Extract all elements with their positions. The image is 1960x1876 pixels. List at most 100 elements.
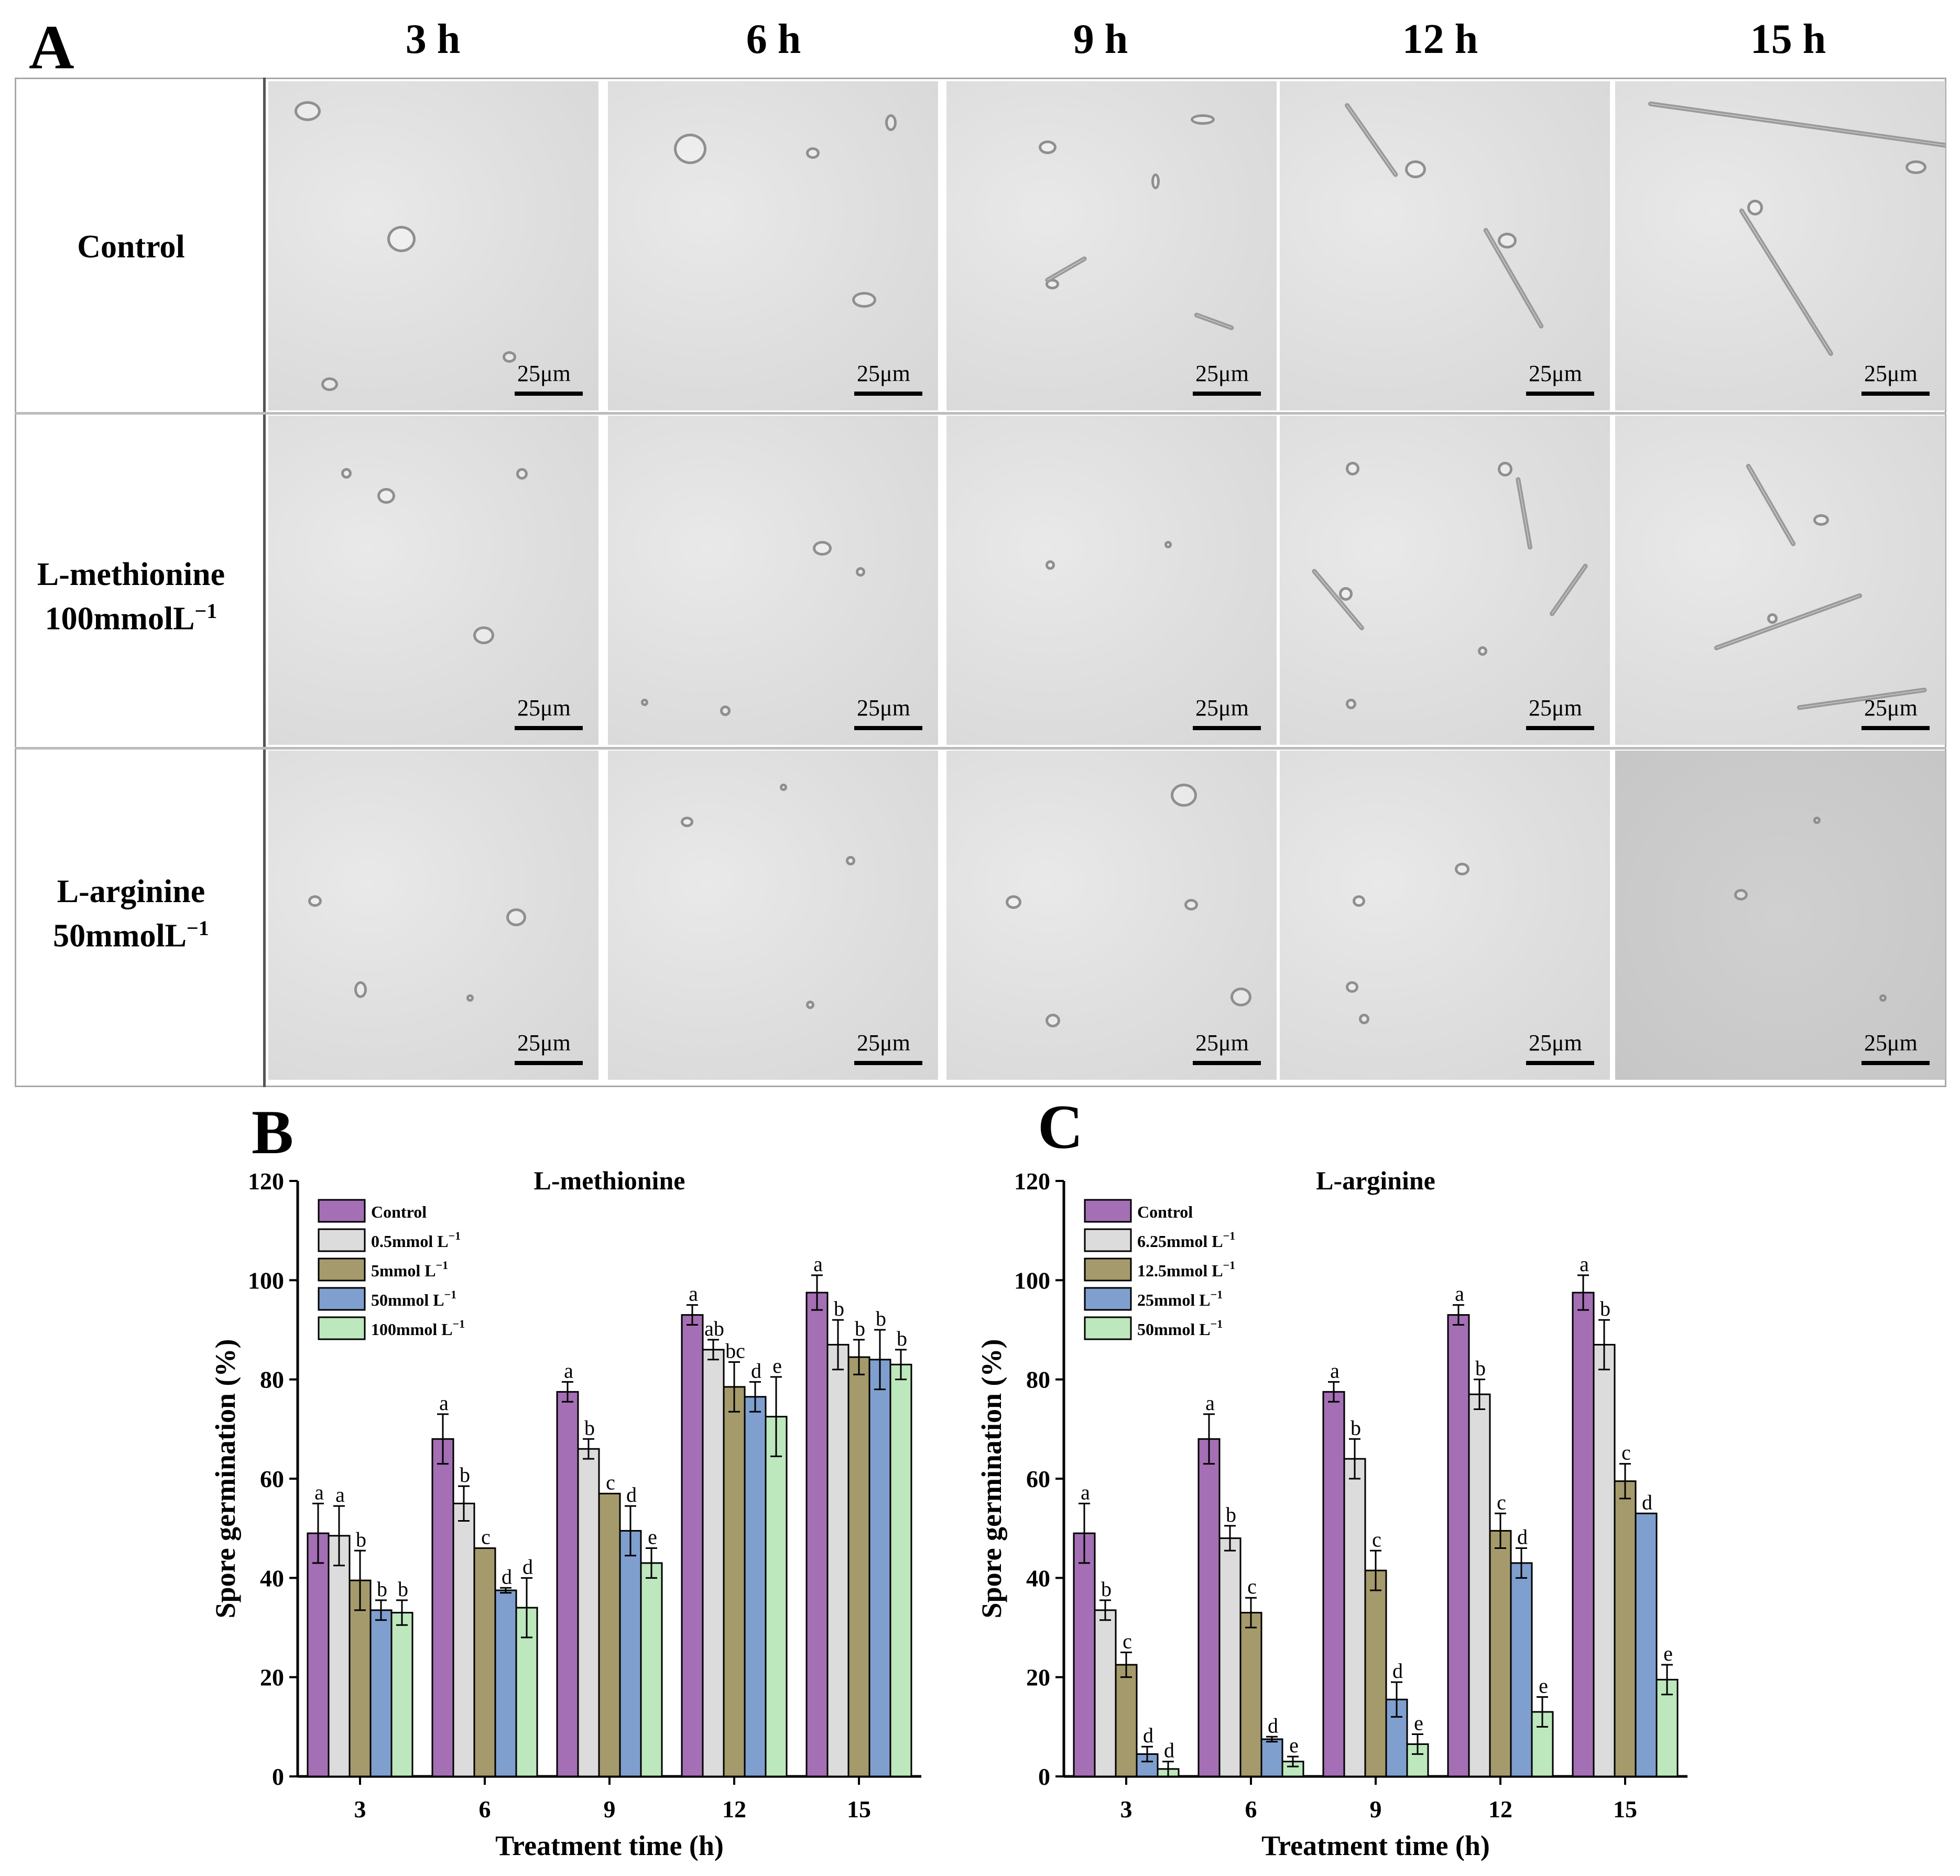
bar: [1468, 1393, 1491, 1777]
scale-bar-label: 25μm: [1864, 1030, 1918, 1056]
spore: [779, 783, 787, 791]
significance-letter: c: [1621, 1441, 1631, 1465]
significance-letter: d: [1164, 1739, 1174, 1762]
column-title-9h: 9 h: [1073, 16, 1128, 62]
spore: [1352, 895, 1365, 907]
spore: [1184, 898, 1198, 910]
bar: [723, 1386, 746, 1777]
row-label-control: Control: [16, 225, 246, 269]
significance-letter: c: [1372, 1527, 1381, 1551]
scale-bar: [1861, 392, 1930, 396]
legend-label-sup: −1: [444, 1288, 457, 1301]
y-tick-label: 60: [260, 1466, 284, 1492]
spore: [1478, 646, 1487, 656]
row-label-line1: L-arginine: [57, 874, 205, 909]
germ-tube: [1193, 311, 1235, 331]
micrograph-cell: 25μm: [268, 81, 598, 410]
spore: [516, 468, 528, 480]
legend-label: 25mmol L−1: [1137, 1288, 1223, 1309]
chart-title: L-methionine: [534, 1166, 685, 1195]
scale-bar: [1526, 1061, 1594, 1065]
legend-swatch: [318, 1199, 366, 1223]
scale-bar: [515, 726, 583, 730]
spore: [1039, 140, 1057, 155]
significance-letter: d: [751, 1359, 761, 1382]
x-tick-label: 12: [722, 1796, 746, 1823]
bar: [577, 1448, 600, 1777]
x-tick-label: 6: [1245, 1796, 1257, 1823]
spore: [1813, 514, 1829, 526]
significance-letter: b: [1600, 1297, 1610, 1320]
bar: [868, 1359, 891, 1777]
significance-letter: c: [606, 1470, 615, 1494]
bar: [1510, 1562, 1533, 1777]
significance-letter: a: [1580, 1252, 1589, 1276]
y-tick-label: 40: [260, 1565, 284, 1591]
significance-letter: a: [335, 1483, 345, 1506]
bar: [1218, 1537, 1242, 1777]
significance-letter: a: [564, 1359, 573, 1382]
significance-letter: b: [584, 1416, 595, 1439]
micrograph-cell: 25μm: [608, 751, 938, 1080]
significance-letter: a: [1081, 1480, 1090, 1504]
significance-letter: b: [377, 1577, 387, 1601]
bar: [307, 1532, 330, 1777]
spore: [1905, 160, 1927, 174]
significance-letter: b: [398, 1577, 408, 1601]
bar: [805, 1292, 829, 1777]
bar: [494, 1589, 517, 1777]
scale-bar: [854, 392, 922, 396]
germ-tube: [1548, 562, 1589, 617]
scale-bar-label: 25μm: [517, 1030, 571, 1056]
legend-label-text: Control: [1137, 1202, 1193, 1221]
row-separator: [15, 412, 1946, 415]
micrograph-cell: 25μm: [608, 81, 938, 410]
spore: [885, 114, 897, 131]
bar: [1614, 1480, 1637, 1777]
label-column-separator: [263, 78, 266, 1087]
legend-label-text: 12.5mmol L: [1137, 1261, 1223, 1280]
spore: [855, 567, 865, 577]
x-tick-label: 15: [1613, 1796, 1637, 1823]
significance-letter: e: [1539, 1674, 1548, 1698]
bar: [369, 1609, 393, 1777]
y-tick-label: 20: [260, 1664, 284, 1691]
scale-bar-label: 25μm: [1195, 1030, 1249, 1056]
legend-swatch: [1084, 1316, 1132, 1340]
significance-letter: b: [460, 1463, 470, 1487]
significance-letter: d: [1143, 1723, 1153, 1747]
legend-label-sup: −1: [1223, 1259, 1236, 1272]
row-label-conc: 100mmolL: [45, 601, 195, 637]
bar: [328, 1535, 351, 1777]
spore: [1046, 278, 1059, 289]
micrograph-cell: 25μm: [1280, 81, 1610, 410]
micrograph-cell: 25μm: [1280, 751, 1610, 1080]
bar: [349, 1579, 372, 1777]
spore: [1046, 1014, 1060, 1028]
scale-bar: [1193, 726, 1261, 730]
legend-label-text: 0.5mmol L: [371, 1232, 449, 1251]
y-axis-title: Spore germination (%): [210, 1339, 241, 1619]
significance-letter: b: [1101, 1577, 1112, 1601]
scale-bar-label: 25μm: [1195, 695, 1249, 721]
significance-letter: d: [502, 1565, 512, 1588]
germ-tube: [1648, 101, 1945, 150]
legend-label: 50mmol L−1: [371, 1288, 456, 1309]
spore: [1151, 173, 1160, 189]
scale-bar: [1526, 392, 1594, 396]
germ-tube: [1044, 255, 1088, 284]
spore: [295, 101, 321, 121]
spore: [1747, 200, 1763, 216]
legend-label: 0.5mmol L−1: [371, 1229, 461, 1251]
spore: [377, 488, 395, 504]
bar: [390, 1612, 413, 1777]
legend-label: Control: [1137, 1202, 1193, 1221]
scale-bar: [1193, 392, 1261, 396]
legend-swatch: [1084, 1228, 1132, 1252]
bar: [847, 1356, 870, 1777]
legend-swatch: [1084, 1257, 1132, 1282]
x-axis-title: Treatment time (h): [1261, 1830, 1490, 1861]
significance-letter: b: [1226, 1503, 1236, 1526]
bar: [515, 1607, 538, 1777]
bar: [826, 1343, 850, 1777]
